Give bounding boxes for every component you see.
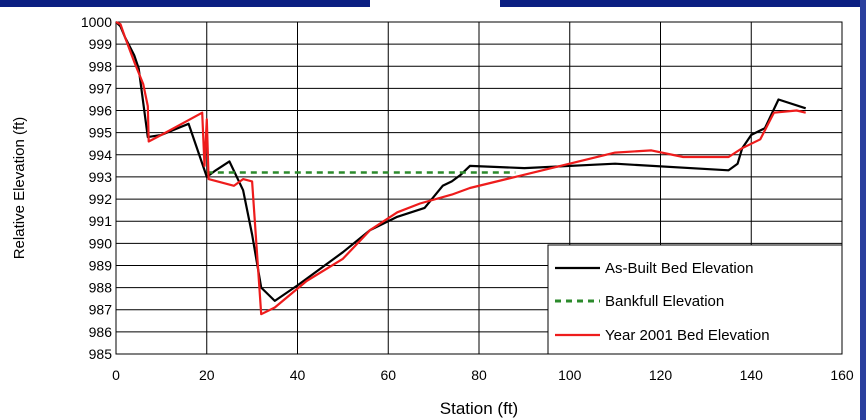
y-axis-title: Relative Elevation (ft) — [11, 117, 28, 260]
x-axis-title: Station (ft) — [440, 399, 518, 418]
plot-area-frame — [115, 21, 843, 355]
y-axis-ticks: 985 986 987 988 989 990 991 992 993 994 995 996 997 9… — [81, 14, 112, 362]
x-tick-label: 0 — [112, 367, 120, 383]
series-line-0 — [115, 21, 807, 302]
y-tick-label: 993 — [89, 169, 113, 185]
x-tick-label: 20 — [199, 367, 215, 383]
y-tick-label: 999 — [89, 36, 113, 52]
gridlines — [116, 22, 842, 354]
x-tick-label: 140 — [740, 367, 764, 383]
x-tick-label: 120 — [649, 367, 673, 383]
y-tick-label: 989 — [89, 257, 113, 273]
x-tick-label: 160 — [830, 367, 854, 383]
series-layer — [115, 21, 807, 316]
legend: As-Built Bed Elevation Bankfull Elevation… — [547, 244, 843, 355]
legend-label-2: Year 2001 Bed Elevation — [605, 327, 770, 344]
x-tick-label: 40 — [290, 367, 306, 383]
legend-label-1: Bankfull Elevation — [605, 293, 724, 310]
x-tick-label: 100 — [558, 367, 582, 383]
legend-label-0: As-Built Bed Elevation — [605, 260, 753, 277]
y-tick-label: 988 — [89, 280, 113, 296]
y-tick-label: 992 — [89, 191, 113, 207]
y-tick-label: 997 — [89, 80, 113, 96]
y-tick-label: 994 — [89, 147, 113, 163]
y-tick-label: 987 — [89, 302, 113, 318]
y-tick-label: 1000 — [81, 14, 112, 30]
y-tick-label: 991 — [89, 213, 113, 229]
y-tick-label: 995 — [89, 125, 113, 141]
top-band-gap — [370, 0, 500, 10]
y-tick-label: 998 — [89, 58, 113, 74]
x-tick-label: 60 — [380, 367, 396, 383]
right-decorative-edge — [860, 0, 866, 420]
x-tick-label: 80 — [471, 367, 487, 383]
y-tick-label: 996 — [89, 103, 113, 119]
y-tick-label: 985 — [89, 346, 113, 362]
y-tick-label: 986 — [89, 324, 113, 340]
y-tick-label: 990 — [89, 235, 113, 251]
x-axis-ticks: 0 20 40 60 80 100 120 140 160 — [112, 367, 854, 383]
series-line-2 — [115, 21, 806, 316]
